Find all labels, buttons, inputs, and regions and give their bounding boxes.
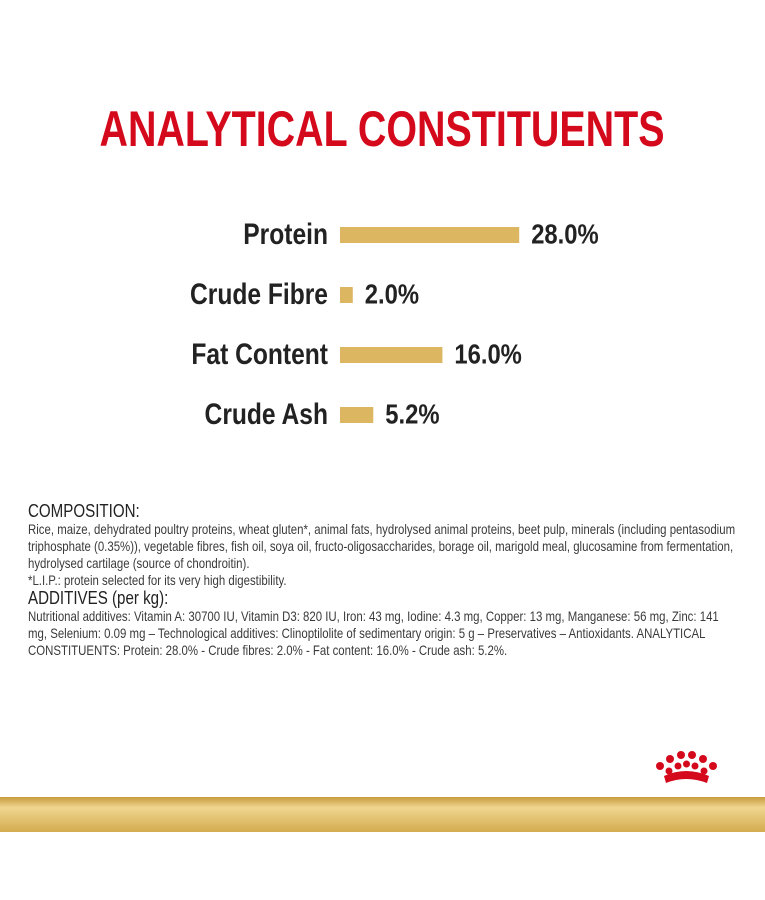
value-label: 28.0% (531, 218, 598, 250)
additives-heading: ADDITIVES (per kg): (28, 588, 169, 608)
bar (340, 407, 374, 423)
category-label: Protein (243, 217, 328, 251)
composition-text: Rice, maize, dehydrated poultry proteins… (28, 522, 736, 571)
chart-title: ANALYTICAL CONSTITUENTS (100, 101, 665, 157)
category-label: Crude Ash (205, 397, 328, 431)
value-label: 5.2% (385, 398, 439, 430)
footnote: *L.I.P.: protein selected for its very h… (28, 573, 287, 588)
value-label: 16.0% (454, 338, 521, 370)
category-label: Fat Content (191, 337, 328, 371)
value-label: 2.0% (365, 278, 419, 310)
bar (340, 287, 353, 303)
category-label: Crude Fibre (190, 277, 328, 311)
bar (340, 227, 520, 243)
composition-heading: COMPOSITION: (28, 501, 140, 521)
additives-text: Nutritional additives: Vitamin A: 30700 … (28, 609, 719, 658)
bar (340, 347, 443, 363)
crown-logo (656, 751, 717, 783)
gold-band (0, 797, 765, 832)
